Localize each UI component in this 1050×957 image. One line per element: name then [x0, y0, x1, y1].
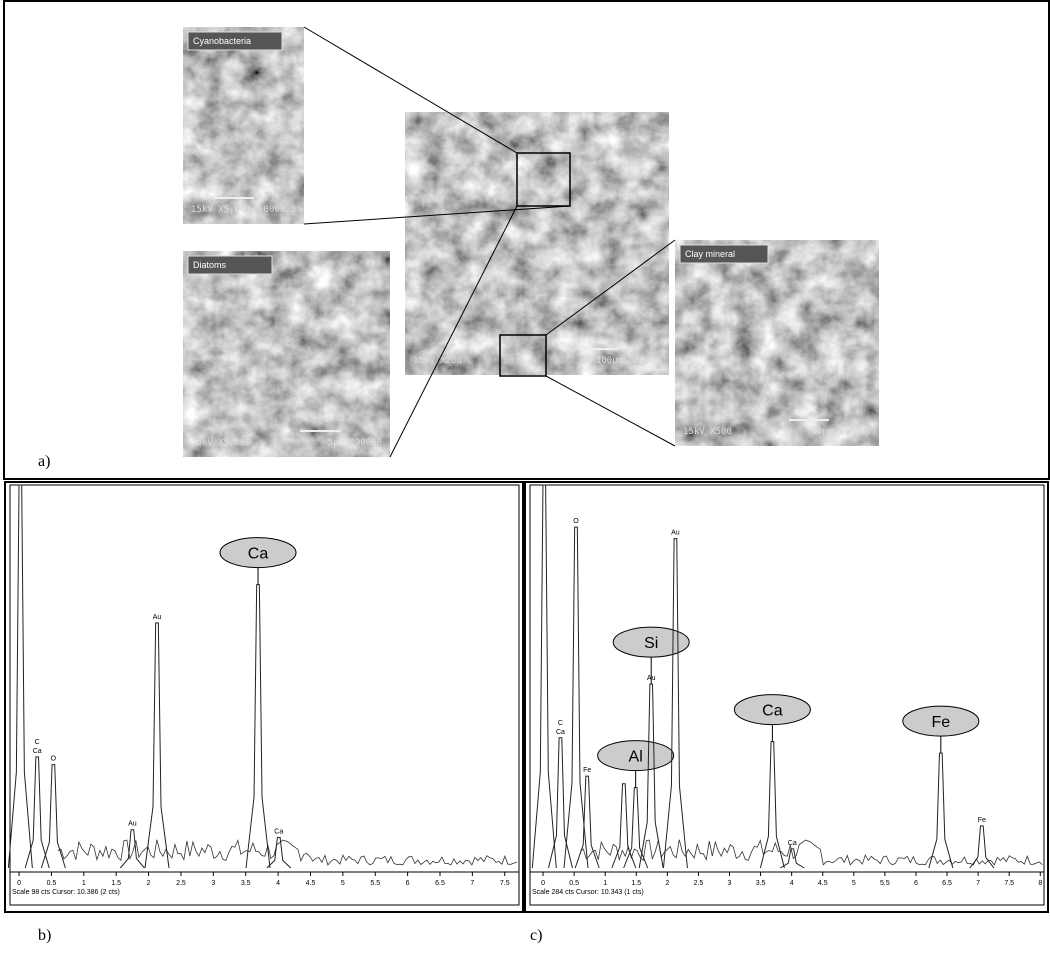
zoom-line	[546, 376, 675, 446]
x-tick-label: 8	[1038, 880, 1042, 887]
x-tick-label: 3.5	[241, 880, 251, 887]
x-tick-label: 6.5	[435, 880, 445, 887]
peak-label: Ca	[556, 729, 565, 736]
x-tick-label: 7.5	[500, 880, 510, 887]
peak-label: O	[573, 518, 579, 525]
spectrum-background	[58, 840, 517, 865]
peak-label: Fe	[583, 767, 591, 774]
figure: a) Cyanobacteria 15kV X5,000 5μm 000000 Dia…	[0, 0, 1050, 957]
x-tick-label: 4	[790, 880, 794, 887]
callout-label: Fe	[931, 714, 950, 731]
x-tick-label: 1.5	[631, 880, 641, 887]
peak	[929, 753, 953, 868]
x-tick-label: 2	[665, 880, 669, 887]
x-tick-label: 3	[728, 880, 732, 887]
footer: Scale 284 cts Cursor: 10.343 (1 cts)	[532, 889, 644, 896]
x-tick-label: 7	[470, 880, 474, 887]
sem-scale: 5μm 000000	[328, 438, 382, 448]
x-tick-label: 6.5	[942, 880, 952, 887]
peak-label: C	[35, 739, 40, 746]
x-tick-label: 5	[341, 880, 345, 887]
peak-label: Au	[153, 614, 162, 621]
x-tick-label: 5	[852, 880, 856, 887]
sem-image	[675, 240, 879, 446]
panel-label: b)	[38, 927, 51, 944]
sem-scale: 50μm 000000	[811, 427, 871, 437]
panel-label: a)	[38, 453, 50, 470]
peak	[663, 539, 687, 868]
sem-image	[183, 251, 390, 457]
peak	[246, 585, 270, 868]
sem-tag: Cyanobacteria	[193, 36, 251, 46]
peak	[532, 485, 556, 868]
x-tick-label: 3.5	[756, 880, 766, 887]
peak	[639, 684, 663, 868]
callout-label: Ca	[248, 546, 269, 563]
peak-label: Ca	[33, 748, 42, 755]
x-tick-label: 0	[17, 880, 21, 887]
x-tick-label: 0	[541, 880, 545, 887]
x-tick-label: 4.5	[306, 880, 316, 887]
peak	[8, 485, 32, 868]
sem-scale: 100μm 000000	[596, 356, 661, 366]
panel-label: c)	[530, 927, 542, 944]
peak-label: O	[51, 756, 57, 763]
x-tick-label: 7	[976, 880, 980, 887]
callout-label: Ca	[762, 703, 783, 720]
x-tick-label: 0.5	[47, 880, 57, 887]
x-tick-label: 3	[211, 880, 215, 887]
footer: Scale 98 cts Cursor: 10.386 (2 cts)	[12, 889, 120, 896]
peak-label: Ca	[788, 840, 797, 847]
sem-scale: 5μm 000000	[242, 205, 296, 215]
peak	[120, 830, 144, 868]
peak	[145, 623, 169, 868]
x-tick-label: 5.5	[370, 880, 380, 887]
x-tick-label: 1	[82, 880, 86, 887]
peak	[25, 757, 49, 868]
x-tick-label: 2.5	[694, 880, 704, 887]
sem-image	[183, 27, 304, 224]
x-tick-label: 2.5	[176, 880, 186, 887]
peak-label: C	[558, 720, 563, 727]
peak-label: Ca	[274, 828, 283, 835]
x-tick-label: 6	[914, 880, 918, 887]
callout-label: Al	[629, 749, 643, 766]
sem-tag: Diatoms	[193, 260, 227, 270]
x-tick-label: 1	[603, 880, 607, 887]
x-tick-label: 4.5	[818, 880, 828, 887]
sem-tag: Clay mineral	[685, 249, 735, 259]
x-tick-label: 1.5	[111, 880, 121, 887]
spectrum-background	[580, 840, 1042, 865]
peak-label: Au	[671, 530, 680, 537]
x-tick-label: 5.5	[880, 880, 890, 887]
peak-label: Fe	[978, 817, 986, 824]
sem-info: 15kV X5,000	[191, 438, 251, 448]
peak	[548, 738, 572, 868]
peak-label: Au	[128, 821, 137, 828]
callout-label: Si	[644, 635, 658, 652]
sem-info: 15kV X500	[683, 427, 732, 437]
x-tick-label: 7.5	[1004, 880, 1014, 887]
x-tick-label: 0.5	[569, 880, 579, 887]
x-tick-label: 2	[147, 880, 151, 887]
peak	[760, 742, 784, 868]
x-tick-label: 4	[276, 880, 280, 887]
sem-info: 15kV X200	[413, 356, 462, 366]
x-tick-label: 6	[406, 880, 410, 887]
